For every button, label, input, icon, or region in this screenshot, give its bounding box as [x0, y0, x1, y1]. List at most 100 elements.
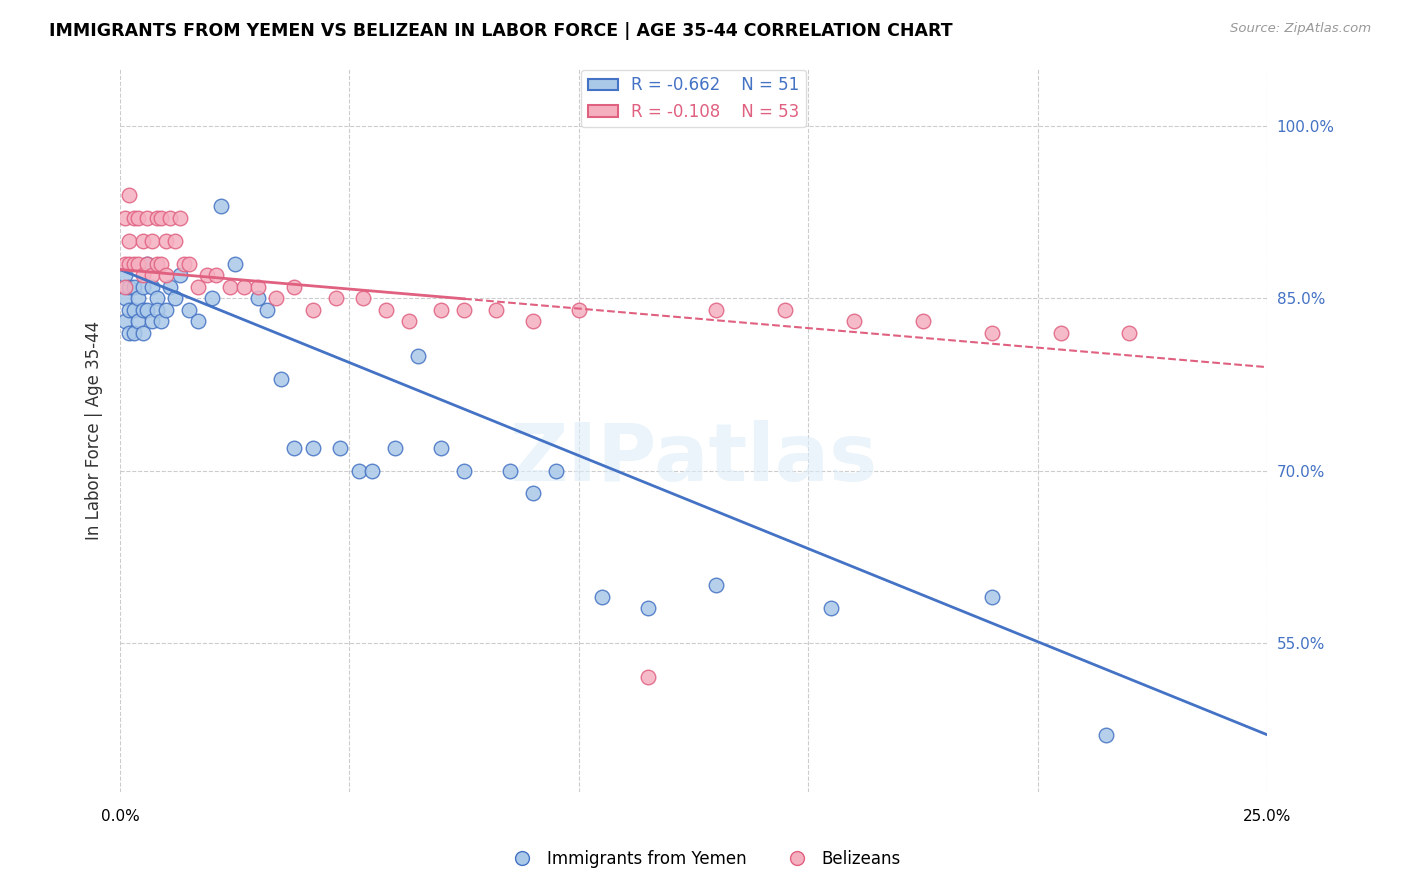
Point	[118, 257, 141, 271]
Point	[155, 234, 177, 248]
Text: ZIPatlas: ZIPatlas	[509, 420, 877, 499]
Point	[706, 302, 728, 317]
Point	[499, 463, 522, 477]
Point	[256, 302, 278, 317]
Point	[155, 302, 177, 317]
Point	[127, 211, 149, 225]
Point	[132, 302, 155, 317]
Point	[911, 314, 934, 328]
Point	[187, 314, 209, 328]
Point	[544, 463, 567, 477]
Point	[775, 302, 797, 317]
Point	[163, 234, 186, 248]
Point	[145, 291, 167, 305]
Point	[114, 314, 136, 328]
Point	[141, 234, 163, 248]
Point	[264, 291, 287, 305]
Point	[384, 441, 406, 455]
Point	[122, 257, 145, 271]
Point	[141, 279, 163, 293]
Point	[820, 601, 842, 615]
Point	[163, 291, 186, 305]
Point	[136, 257, 159, 271]
Point	[1095, 728, 1118, 742]
Point	[145, 211, 167, 225]
Point	[127, 257, 149, 271]
Point	[485, 302, 508, 317]
Point	[430, 302, 453, 317]
Text: IMMIGRANTS FROM YEMEN VS BELIZEAN IN LABOR FORCE | AGE 35-44 CORRELATION CHART: IMMIGRANTS FROM YEMEN VS BELIZEAN IN LAB…	[49, 22, 953, 40]
Point	[118, 302, 141, 317]
Point	[246, 279, 269, 293]
Point	[224, 257, 246, 271]
Text: 25.0%: 25.0%	[1243, 809, 1291, 824]
Point	[141, 314, 163, 328]
Point	[145, 257, 167, 271]
Point	[136, 211, 159, 225]
Point	[270, 371, 292, 385]
Point	[114, 211, 136, 225]
Point	[568, 302, 591, 317]
Point	[637, 670, 659, 684]
Point	[187, 279, 209, 293]
Point	[159, 279, 181, 293]
Point	[283, 441, 305, 455]
Point	[173, 257, 195, 271]
Point	[398, 314, 420, 328]
Point	[591, 590, 613, 604]
Point	[114, 257, 136, 271]
Point	[325, 291, 347, 305]
Point	[980, 590, 1002, 604]
Point	[118, 187, 141, 202]
Text: 0.0%: 0.0%	[101, 809, 139, 824]
Point	[347, 463, 370, 477]
Point	[177, 302, 200, 317]
Point	[169, 268, 191, 283]
Point	[122, 302, 145, 317]
Point	[232, 279, 254, 293]
Point	[706, 578, 728, 592]
Point	[145, 302, 167, 317]
Text: Source: ZipAtlas.com: Source: ZipAtlas.com	[1230, 22, 1371, 36]
Point	[361, 463, 384, 477]
Point	[209, 199, 232, 213]
Point	[127, 314, 149, 328]
Point	[155, 268, 177, 283]
Point	[150, 211, 173, 225]
Point	[136, 302, 159, 317]
Point	[118, 279, 141, 293]
Legend: R = -0.662    N = 51, R = -0.108    N = 53: R = -0.662 N = 51, R = -0.108 N = 53	[581, 70, 806, 128]
Point	[177, 257, 200, 271]
Point	[430, 441, 453, 455]
Point	[980, 326, 1002, 340]
Point	[114, 279, 136, 293]
Point	[169, 211, 191, 225]
Point	[1049, 326, 1071, 340]
Point	[159, 211, 181, 225]
Point	[637, 601, 659, 615]
Point	[132, 234, 155, 248]
Point	[150, 314, 173, 328]
Point	[329, 441, 352, 455]
Point	[842, 314, 865, 328]
Point	[122, 211, 145, 225]
Point	[453, 302, 475, 317]
Point	[522, 314, 544, 328]
Point	[122, 279, 145, 293]
Point	[283, 279, 305, 293]
Legend: Immigrants from Yemen, Belizeans: Immigrants from Yemen, Belizeans	[499, 844, 907, 875]
Point	[201, 291, 224, 305]
Point	[453, 463, 475, 477]
Point	[132, 326, 155, 340]
Point	[352, 291, 374, 305]
Point	[118, 234, 141, 248]
Point	[375, 302, 398, 317]
Point	[301, 302, 323, 317]
Point	[150, 257, 173, 271]
Point	[406, 349, 429, 363]
Point	[136, 257, 159, 271]
Point	[219, 279, 242, 293]
Point	[132, 268, 155, 283]
Point	[114, 291, 136, 305]
Y-axis label: In Labor Force | Age 35-44: In Labor Force | Age 35-44	[86, 321, 103, 540]
